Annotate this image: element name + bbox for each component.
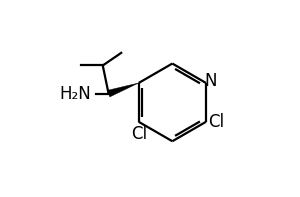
Text: Cl: Cl	[130, 125, 147, 143]
Text: Cl: Cl	[208, 113, 225, 131]
Text: H₂N: H₂N	[59, 85, 91, 103]
Text: N: N	[205, 72, 217, 90]
Polygon shape	[107, 83, 139, 97]
